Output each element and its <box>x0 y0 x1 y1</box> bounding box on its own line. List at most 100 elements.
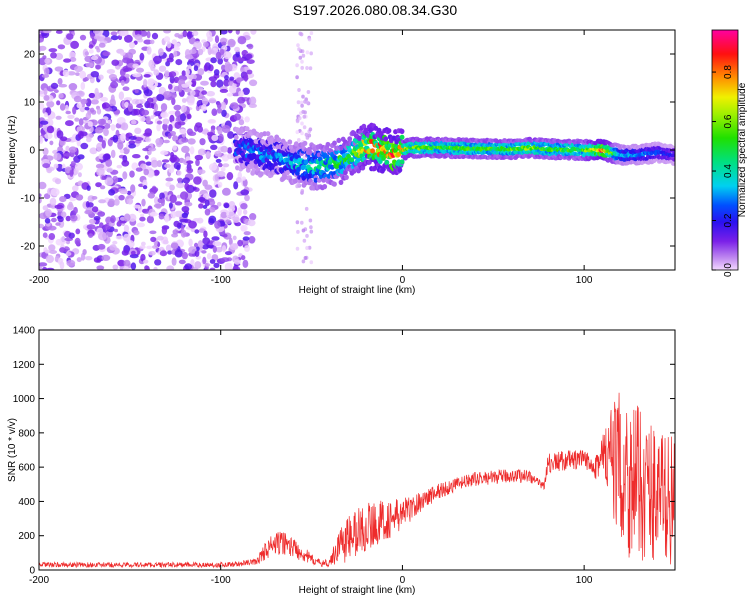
noise-cell <box>58 94 64 99</box>
noise-cell <box>94 45 100 50</box>
spectrogram-y-label: Frequency (Hz) <box>7 116 18 185</box>
noise-cell <box>160 150 169 155</box>
noise-cell <box>65 110 71 115</box>
noise-cell <box>65 145 70 152</box>
noise-cell <box>143 74 151 78</box>
noise-cell <box>220 211 228 219</box>
noise-cell <box>43 112 48 118</box>
noise-cell <box>173 50 178 58</box>
noise-cell <box>225 251 232 256</box>
noise-cell <box>228 40 236 46</box>
noise-cell <box>229 102 239 110</box>
noise-cell <box>309 225 313 230</box>
noise-cell <box>170 151 175 158</box>
noise-cell <box>297 47 301 52</box>
colorbar: 0.0 0.2 0.4 0.6 0.8 Normalized spectral ampl… <box>711 29 748 277</box>
noise-cell <box>154 196 159 205</box>
signal-cell <box>370 148 375 154</box>
noise-cell <box>200 80 209 86</box>
spectrogram-cells <box>39 30 675 270</box>
signal-cell <box>332 181 337 187</box>
noise-cell <box>77 154 85 160</box>
noise-cell <box>143 79 148 88</box>
noise-cell <box>302 125 307 130</box>
noise-cell <box>74 162 83 171</box>
noise-cell <box>304 132 309 137</box>
noise-cell <box>168 71 177 78</box>
noise-cell <box>179 128 187 134</box>
noise-cell <box>184 183 190 191</box>
y-tick-label: 1200 <box>13 360 36 371</box>
noise-cell <box>39 30 43 34</box>
noise-cell <box>194 250 200 257</box>
noise-cell <box>302 238 307 243</box>
noise-cell <box>202 237 211 245</box>
noise-cell <box>101 140 107 149</box>
noise-cell <box>184 263 193 270</box>
noise-cell <box>295 63 299 68</box>
noise-cell <box>156 235 164 241</box>
noise-cell <box>154 259 162 266</box>
noise-cell <box>128 140 136 145</box>
noise-cell <box>39 223 45 229</box>
noise-cell <box>301 94 305 99</box>
noise-cell <box>160 198 165 207</box>
noise-cell <box>77 172 82 178</box>
noise-cell <box>241 176 246 181</box>
noise-cell <box>55 30 63 34</box>
noise-cell <box>167 132 172 139</box>
noise-cell <box>141 198 146 207</box>
noise-cell <box>101 254 111 261</box>
noise-cell <box>309 260 314 265</box>
noise-cell <box>169 157 177 162</box>
noise-cell <box>144 89 153 97</box>
signal-cell <box>356 156 361 162</box>
noise-cell <box>298 116 302 121</box>
noise-cell <box>308 218 313 223</box>
noise-cell <box>177 84 183 93</box>
noise-cell <box>204 208 211 216</box>
noise-cell <box>56 100 61 106</box>
noise-cell <box>113 198 120 206</box>
noise-cell <box>203 64 208 72</box>
noise-cell <box>189 90 196 97</box>
noise-cell <box>243 73 249 82</box>
noise-cell <box>174 33 181 38</box>
noise-cell <box>85 62 94 68</box>
noise-cell <box>295 75 299 80</box>
noise-cell <box>210 57 217 64</box>
noise-cell <box>39 37 44 43</box>
noise-cell <box>150 186 159 193</box>
noise-cell <box>232 265 241 270</box>
noise-cell <box>67 114 75 119</box>
noise-cell <box>182 177 190 184</box>
noise-cell <box>300 65 305 70</box>
noise-cell <box>217 181 223 188</box>
noise-cell <box>39 120 49 125</box>
noise-cell <box>116 164 123 169</box>
noise-cell <box>308 66 313 71</box>
noise-cell <box>150 236 157 243</box>
x-tick-label: 100 <box>576 275 593 286</box>
noise-cell <box>122 266 130 270</box>
noise-cell <box>188 246 197 254</box>
noise-cell <box>120 133 126 142</box>
signal-cell <box>363 127 369 133</box>
signal-cell <box>361 123 367 129</box>
noise-cell <box>132 154 141 159</box>
noise-cell <box>171 257 177 266</box>
noise-cell <box>181 98 187 103</box>
noise-cell <box>223 51 232 60</box>
noise-cell <box>162 123 168 131</box>
noise-cell <box>233 181 239 190</box>
noise-cell <box>300 121 304 126</box>
noise-cell <box>119 75 127 83</box>
noise-cell <box>182 30 188 38</box>
noise-cell <box>124 67 133 72</box>
noise-cell <box>222 163 230 168</box>
noise-cell <box>46 100 55 108</box>
noise-cell <box>305 233 309 238</box>
noise-cell <box>216 79 224 88</box>
y-tick-label: 10 <box>24 98 36 109</box>
noise-cell <box>54 204 64 209</box>
